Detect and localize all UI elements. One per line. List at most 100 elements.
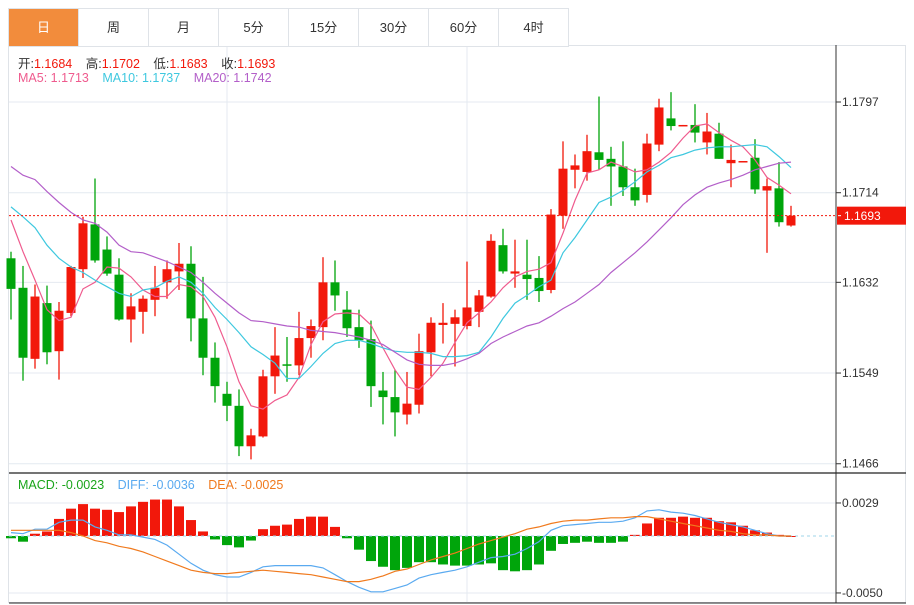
macd-bar: [18, 536, 28, 542]
candle: [666, 92, 676, 131]
candle-body: [618, 166, 628, 188]
candle-body: [762, 186, 772, 191]
ma10-line: [10, 143, 792, 380]
candle: [510, 239, 520, 288]
candle-body: [690, 124, 700, 133]
candle-body: [426, 322, 436, 353]
macd-bar: [546, 536, 556, 551]
macd-bar: [426, 536, 436, 563]
candle-body: [258, 376, 268, 437]
tab-week[interactable]: 周: [79, 9, 149, 46]
candle: [6, 251, 16, 320]
candle: [738, 161, 748, 163]
candle-body: [126, 306, 136, 320]
macd-bar: [174, 506, 184, 536]
macd-bar: [474, 536, 484, 565]
ma10-legend: MA10: 1.1737: [102, 71, 181, 85]
tab-day[interactable]: 日: [9, 9, 79, 46]
tab-4hour[interactable]: 4时: [499, 9, 569, 46]
candle-body: [558, 168, 568, 216]
macd-legend: MACD: -0.0023 DIFF: -0.0036 DEA: -0.0025: [18, 478, 293, 492]
candle: [102, 236, 112, 276]
macd-tick-label: -0.0050: [842, 586, 883, 600]
candle: [402, 371, 412, 425]
tab-60min[interactable]: 60分: [429, 9, 499, 46]
macd-bar: [198, 531, 208, 536]
low-value: 1.1683: [169, 57, 208, 71]
candle-body: [726, 159, 736, 164]
macd-bar: [234, 536, 244, 548]
tab-15min[interactable]: 15分: [289, 9, 359, 46]
candle: [474, 289, 484, 328]
candle-body: [306, 326, 316, 339]
candle-body: [594, 152, 604, 160]
candle: [378, 371, 388, 425]
macd-bar: [594, 536, 604, 543]
candle: [414, 333, 424, 414]
candle: [54, 302, 64, 380]
candle-body: [450, 317, 460, 324]
candle-body: [246, 435, 256, 447]
candle-body: [198, 318, 208, 358]
macd-legend-value: MACD: -0.0023: [18, 478, 105, 492]
candle-body: [474, 295, 484, 312]
macd-bar: [330, 526, 340, 536]
candle-body: [234, 405, 244, 447]
macd-bar: [666, 517, 676, 536]
price-tick-label: 1.1714: [842, 186, 879, 200]
candle: [186, 246, 196, 342]
candle: [162, 260, 172, 299]
candle: [246, 428, 256, 460]
candle-body: [78, 223, 88, 270]
macd-bar: [690, 517, 700, 536]
candle: [498, 228, 508, 274]
tab-30min[interactable]: 30分: [359, 9, 429, 46]
macd-bar: [54, 518, 64, 536]
candle: [654, 98, 664, 152]
candle-body: [354, 327, 364, 341]
macd-bar: [582, 536, 592, 542]
candle: [786, 205, 796, 227]
candle-body: [666, 118, 676, 127]
low-label: 低:: [153, 57, 170, 71]
macd-bar: [438, 536, 448, 565]
tab-5min[interactable]: 5分: [219, 9, 289, 46]
dea-legend-value: DEA: -0.0025: [208, 478, 284, 492]
candle: [330, 260, 340, 311]
macd-bar: [342, 536, 352, 539]
diff-line: [10, 509, 791, 593]
candle: [678, 124, 688, 127]
candle: [558, 141, 568, 229]
candle-body: [390, 397, 400, 413]
candle-body: [210, 357, 220, 387]
candle-body: [738, 161, 748, 163]
macd-bar: [102, 509, 112, 536]
candle: [438, 303, 448, 344]
candle: [594, 96, 604, 170]
candle: [522, 239, 532, 300]
candle: [234, 389, 244, 457]
candle: [198, 276, 208, 376]
macd-bar: [738, 525, 748, 536]
macd-bar: [6, 536, 16, 539]
candle: [390, 369, 400, 437]
dea-line: [11, 515, 791, 583]
macd-bar: [618, 536, 628, 542]
ma5-line: [10, 123, 792, 410]
macd-bar: [126, 506, 136, 536]
candle: [630, 168, 640, 206]
high-label: 高:: [85, 57, 102, 71]
candle-body: [30, 296, 40, 359]
price-tick-label: 1.1797: [842, 95, 879, 109]
candle-body: [294, 338, 304, 366]
candle-body: [402, 403, 412, 415]
macd-bar: [162, 499, 172, 536]
tab-month[interactable]: 月: [149, 9, 219, 46]
macd-bar: [450, 536, 460, 566]
candle: [30, 284, 40, 369]
candle-body: [774, 188, 784, 223]
candle: [366, 320, 376, 407]
candle-body: [534, 277, 544, 292]
candle-body: [510, 271, 520, 274]
